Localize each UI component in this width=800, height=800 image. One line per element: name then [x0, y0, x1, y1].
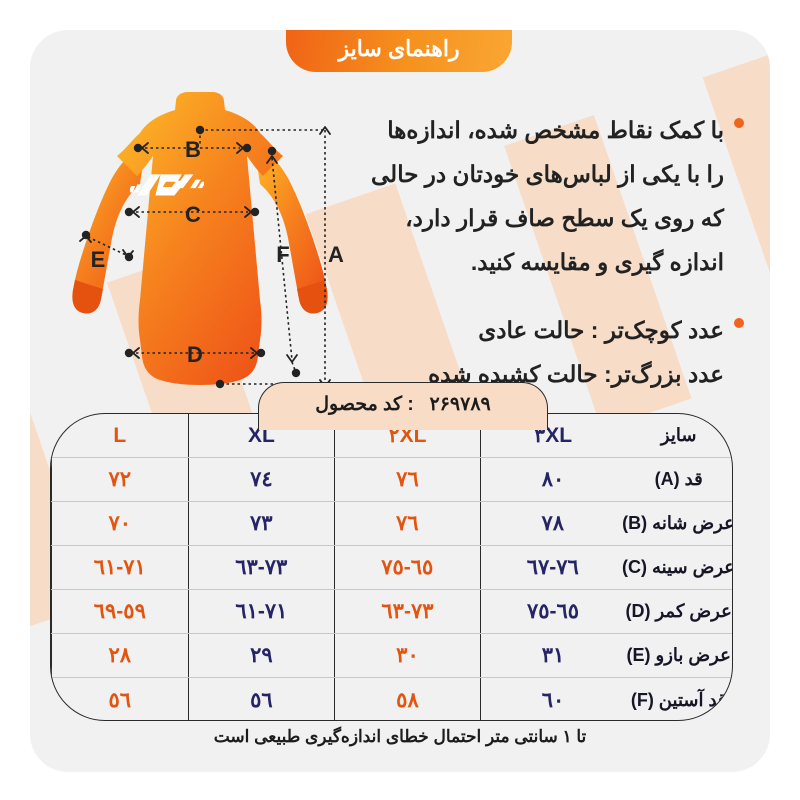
svg-text:B: B: [185, 137, 201, 162]
svg-text:F: F: [276, 242, 289, 267]
svg-text:E: E: [91, 247, 106, 272]
svg-text:C: C: [185, 202, 201, 227]
svg-text:D: D: [187, 342, 203, 367]
